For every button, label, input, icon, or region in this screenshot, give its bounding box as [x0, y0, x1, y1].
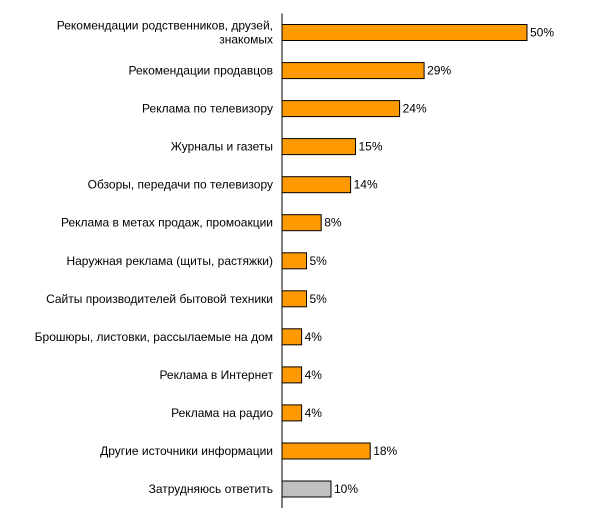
category-label: Брошюры, листовки, рассылаемые на дом: [35, 330, 273, 344]
data-label: 24%: [403, 102, 427, 116]
category-labels: Рекомендации родственников, друзей,знако…: [35, 19, 274, 497]
category-label: Рекомендации продавцов: [129, 64, 273, 78]
category-label: Рекомендации родственников, друзей,: [57, 19, 273, 33]
category-label: Реклама в Интернет: [159, 368, 273, 382]
bar: [281, 214, 322, 232]
bar: [281, 366, 303, 384]
bar: [281, 480, 332, 498]
data-label: 4%: [305, 406, 323, 420]
data-label: 15%: [359, 140, 383, 154]
category-label: Реклама на радио: [171, 406, 273, 420]
bar: [281, 138, 356, 156]
bar: [281, 62, 425, 80]
category-label: Журналы и газеты: [171, 140, 273, 154]
category-label: знакомых: [219, 33, 273, 47]
bar: [281, 290, 307, 308]
data-label: 4%: [305, 368, 323, 382]
bar: [281, 100, 401, 118]
data-label: 10%: [334, 482, 358, 496]
data-label: 14%: [354, 178, 378, 192]
category-label: Другие источники информации: [100, 444, 273, 458]
bar: [281, 404, 303, 422]
data-label: 50%: [530, 26, 554, 40]
category-label: Обзоры, передачи по телевизору: [88, 178, 273, 192]
category-label: Затрудняюсь ответить: [149, 482, 273, 496]
bar: [281, 328, 303, 346]
bar: [281, 24, 528, 41]
bar: [281, 176, 352, 194]
data-label: 4%: [305, 330, 323, 344]
data-label: 5%: [310, 254, 328, 268]
data-label: 18%: [373, 444, 397, 458]
data-label: 8%: [324, 216, 342, 230]
category-label: Наружная реклама (щиты, растяжки): [66, 254, 273, 268]
data-label: 5%: [310, 292, 328, 306]
category-label: Реклама в метах продаж, промоакции: [61, 216, 273, 230]
value-labels: 50% 29% 24% 15% 14% 8% 5% 5% 4% 4% 4% 18% 10%: [305, 26, 555, 497]
bar: [281, 442, 371, 460]
bar: [281, 252, 307, 270]
category-label: Сайты производителей бытовой техники: [46, 292, 273, 306]
data-label: 29%: [427, 64, 451, 78]
category-label: Реклама по телевизору: [142, 102, 273, 116]
